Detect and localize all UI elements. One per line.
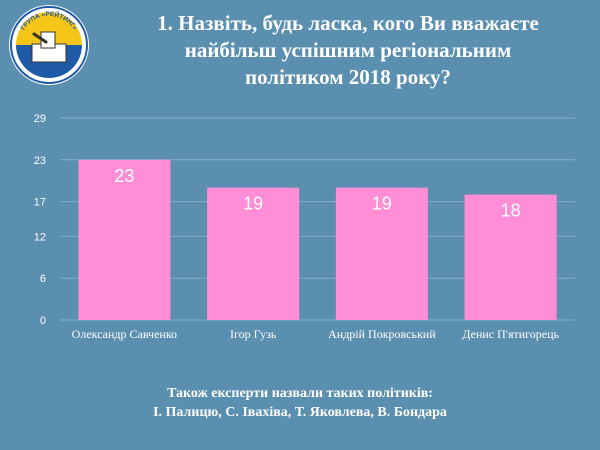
page-title: 1. Назвіть, будь ласка, кого Ви вважаєте… bbox=[100, 10, 596, 91]
y-tick-label: 17 bbox=[34, 197, 46, 209]
x-tick-label: Олександр Савченко bbox=[72, 327, 177, 341]
bar bbox=[207, 187, 300, 320]
bar-chart: 0 6 12 17 23 29 23 Олександр Савченко 19 Ігор Гуз… bbox=[34, 113, 575, 341]
y-tick-label: 23 bbox=[34, 155, 46, 167]
footer-line-1: Також експерти назвали таких політиків: bbox=[167, 386, 433, 401]
bar bbox=[78, 159, 171, 320]
data-label: 23 bbox=[114, 166, 134, 186]
logo-ring bbox=[10, 6, 88, 84]
data-label: 18 bbox=[501, 201, 521, 221]
data-label: 19 bbox=[243, 194, 263, 214]
x-tick-label: Ігор Гузь bbox=[230, 327, 277, 341]
title-line-2: найбільш успішним регіональним bbox=[184, 38, 512, 62]
x-tick-label: Андрій Покровський bbox=[328, 327, 436, 341]
title-line-3: політиком 2018 року? bbox=[244, 65, 452, 89]
y-tick-label: 6 bbox=[40, 273, 46, 285]
y-tick-label: 12 bbox=[34, 231, 46, 243]
bar bbox=[335, 187, 428, 320]
x-tick-label: Денис П'ятигорець bbox=[462, 327, 559, 341]
footer-line-2: І. Палицю, С. Івахіва, Т. Яковлева, В. Б… bbox=[153, 405, 447, 420]
logo: ГРУПА «РЕЙТИНГ» ЗА СОЦІОЛОГІЧНИХ ДОСЛІДЖ… bbox=[9, 5, 89, 85]
hand-icon bbox=[32, 32, 48, 44]
y-tick-label: 29 bbox=[34, 113, 46, 125]
footer-note: Також експерти назвали таких політиків: … bbox=[0, 384, 600, 422]
data-label: 19 bbox=[372, 194, 392, 214]
y-tick-label: 0 bbox=[40, 315, 46, 327]
bar bbox=[464, 194, 557, 320]
title-line-1: 1. Назвіть, будь ласка, кого Ви вважаєте bbox=[157, 11, 539, 35]
